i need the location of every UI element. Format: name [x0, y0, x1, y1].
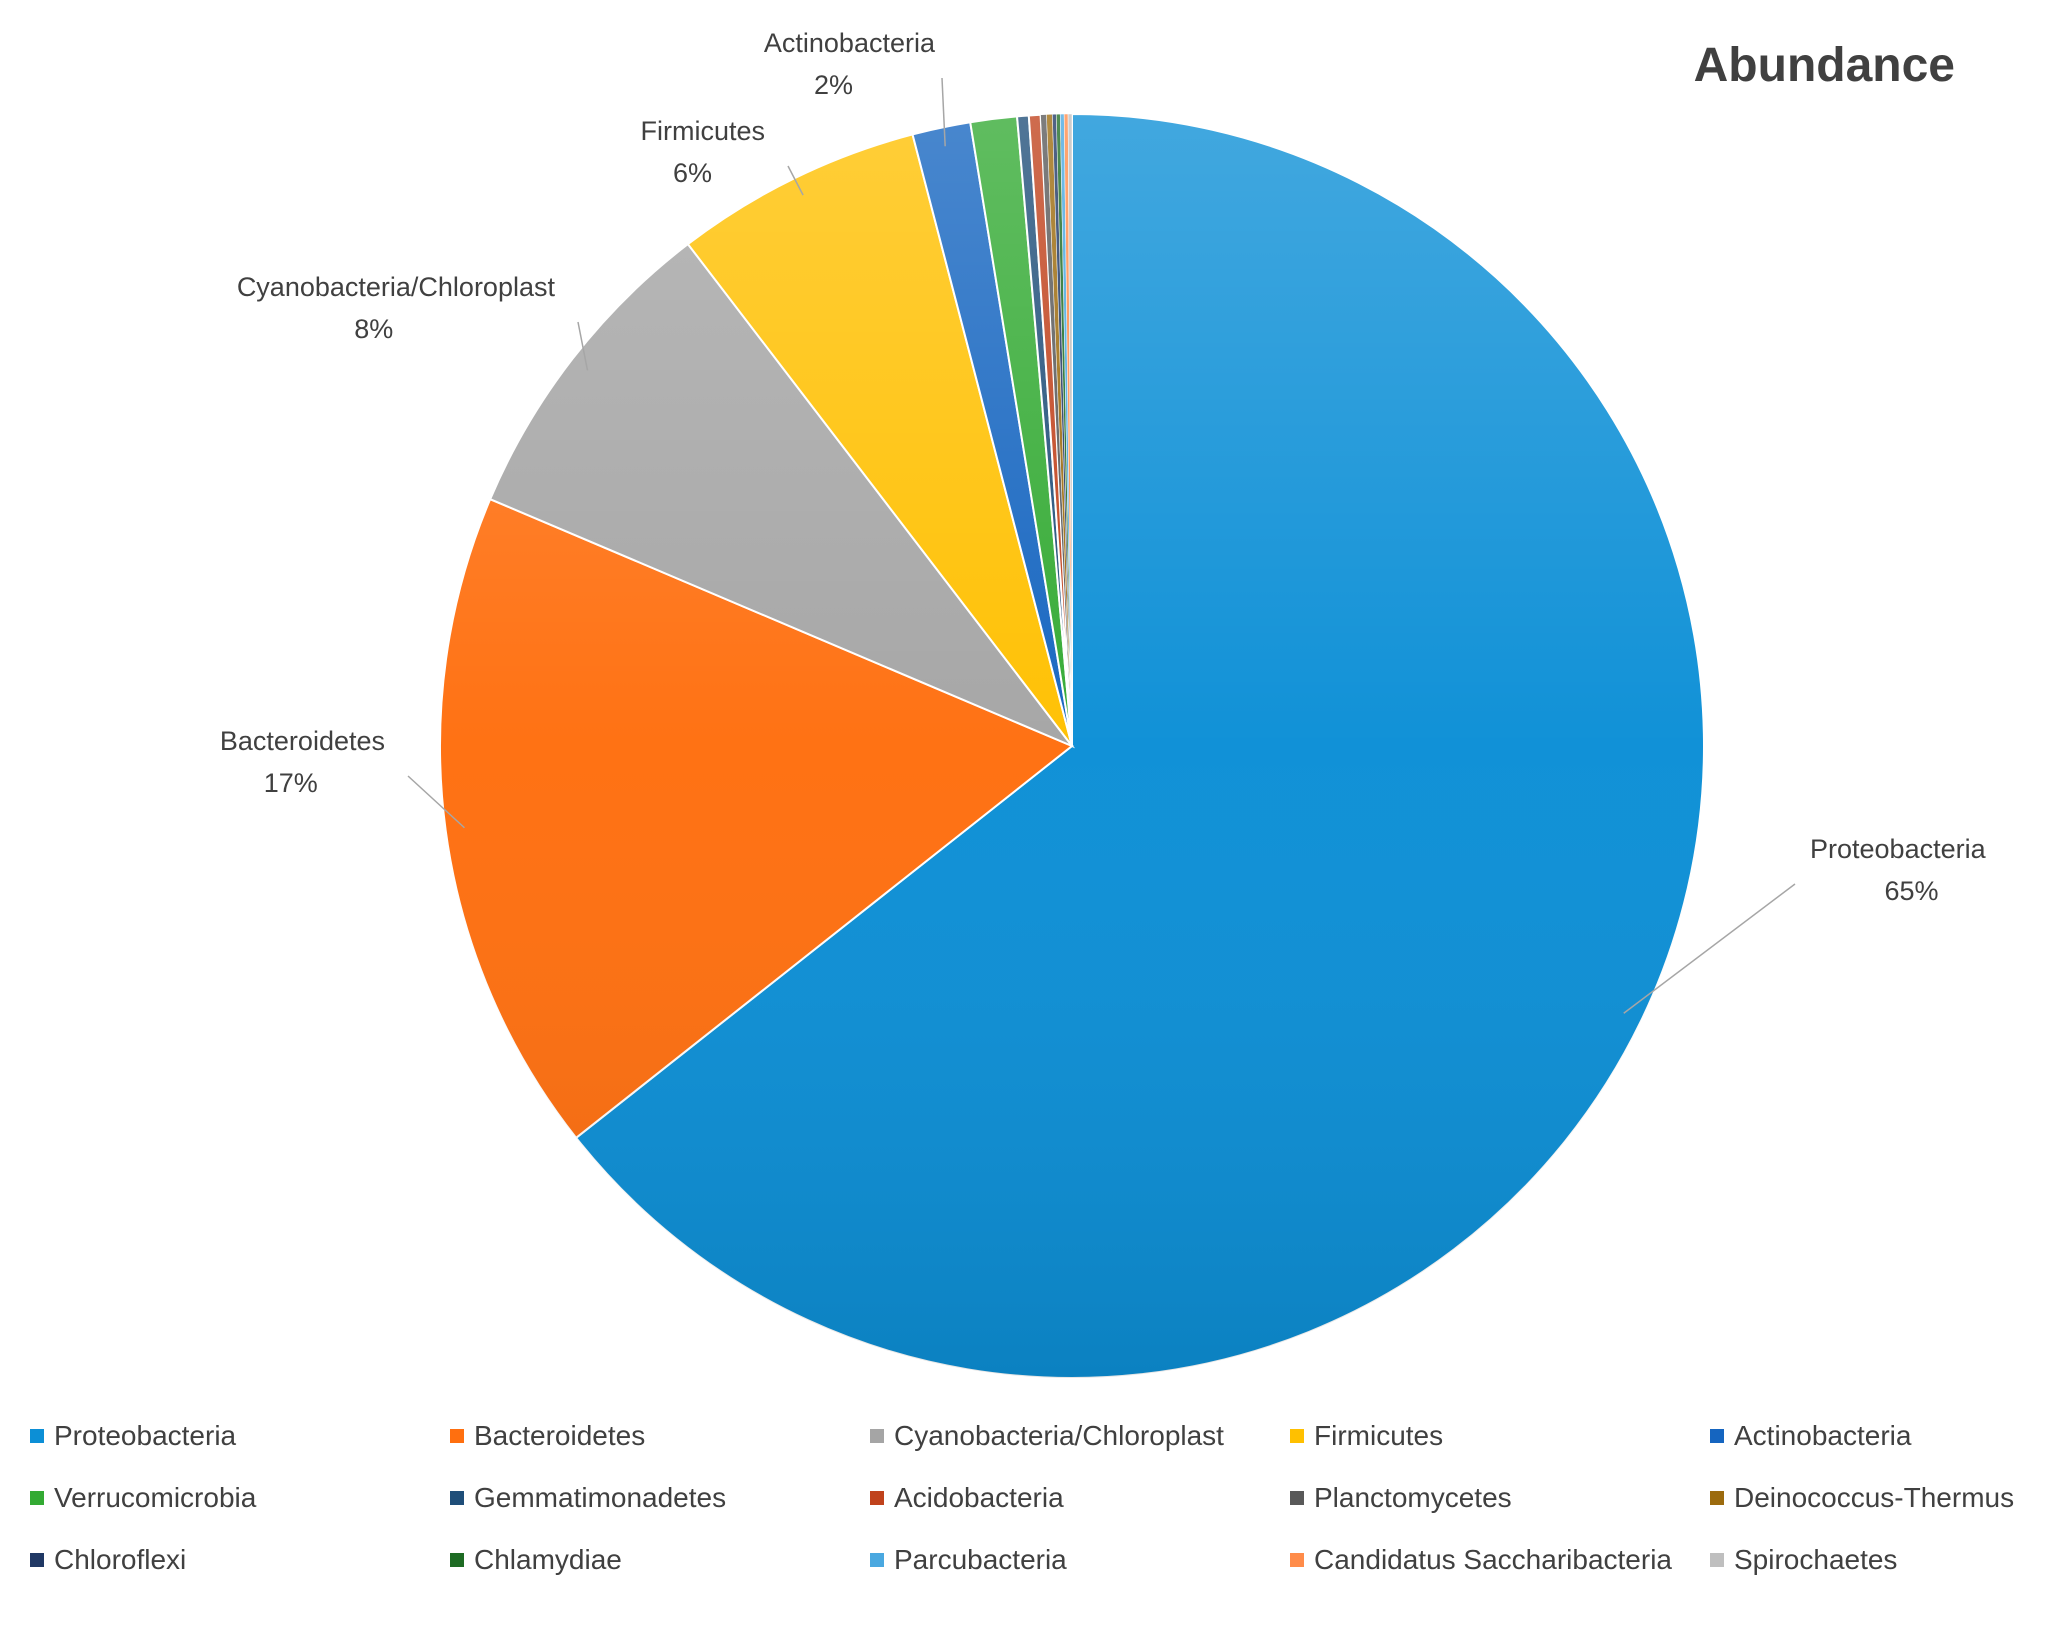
legend-label: Deinococcus-Thermus — [1734, 1482, 2015, 1513]
legend-item-actinobacteria: Actinobacteria — [1710, 1418, 2060, 1454]
legend-swatch — [870, 1429, 884, 1443]
data-labels: Proteobacteria 65% Bacteroidetes 17% Cyanoba… — [220, 28, 1987, 906]
chart-title: Abundance — [1693, 39, 1955, 92]
legend-label: Chlamydiae — [474, 1544, 622, 1575]
legend-item-proteobacteria: Proteobacteria — [30, 1418, 450, 1454]
data-label-value-firmicutes: 6% — [673, 158, 712, 188]
legend-swatch — [1290, 1429, 1304, 1443]
legend-item-firmicutes: Firmicutes — [1290, 1418, 1710, 1454]
data-label-name-cyanobacteria-chloroplast: Cyanobacteria/Chloroplast — [237, 272, 556, 302]
legend-swatch — [450, 1553, 464, 1567]
leader-lines — [407, 77, 1796, 1014]
legend-label: Gemmatimonadetes — [474, 1482, 727, 1513]
legend-item-gemmatimonadetes: Gemmatimonadetes — [450, 1480, 870, 1516]
legend-swatch — [1710, 1429, 1724, 1443]
legend-swatch — [30, 1429, 44, 1443]
legend-swatch — [1290, 1553, 1304, 1567]
legend-label: Verrucomicrobia — [54, 1482, 257, 1513]
leader-line-bacteroidetes — [407, 775, 465, 829]
legend-swatch — [450, 1429, 464, 1443]
data-label-name-actinobacteria: Actinobacteria — [764, 28, 936, 58]
legend-item-chloroflexi: Chloroflexi — [30, 1542, 450, 1578]
legend-swatch — [30, 1491, 44, 1505]
legend-swatch — [1710, 1491, 1724, 1505]
legend-label: Actinobacteria — [1734, 1420, 1912, 1451]
legend-swatch — [870, 1491, 884, 1505]
data-label-name-proteobacteria: Proteobacteria — [1810, 834, 1987, 864]
legend-item-deinococcus-thermus: Deinococcus-Thermus — [1710, 1480, 2060, 1516]
legend-label: Acidobacteria — [894, 1482, 1064, 1513]
legend-swatch — [1290, 1491, 1304, 1505]
data-label-value-proteobacteria: 65% — [1884, 876, 1938, 906]
legend-label: Proteobacteria — [54, 1420, 237, 1451]
leader-line-cyanobacteria-chloroplast — [577, 321, 589, 371]
legend-label: Bacteroidetes — [474, 1420, 646, 1451]
legend-item-cyanobacteria-chloroplast: Cyanobacteria/Chloroplast — [870, 1418, 1290, 1454]
legend-label: Parcubacteria — [894, 1544, 1067, 1575]
legend-label: Cyanobacteria/Chloroplast — [894, 1420, 1224, 1451]
legend-label: Firmicutes — [1314, 1420, 1444, 1451]
data-label-value-bacteroidetes: 17% — [264, 768, 318, 798]
data-label-name-firmicutes: Firmicutes — [640, 116, 765, 146]
legend-item-candidatus-saccharibacteria: Candidatus Saccharibacteria — [1290, 1542, 1710, 1578]
leader-line-proteobacteria — [1623, 883, 1796, 1014]
legend-swatch — [1710, 1553, 1724, 1567]
legend: Proteobacteria Bacteroidetes Cyanobacteria… — [30, 1418, 2060, 1578]
leader-line-actinobacteria — [941, 77, 946, 147]
legend-item-acidobacteria: Acidobacteria — [870, 1480, 1290, 1516]
legend-swatch — [450, 1491, 464, 1505]
legend-swatch — [30, 1553, 44, 1567]
legend-item-bacteroidetes: Bacteroidetes — [450, 1418, 870, 1454]
data-label-name-bacteroidetes: Bacteroidetes — [220, 726, 385, 756]
legend-swatch — [870, 1553, 884, 1567]
legend-label: Candidatus Saccharibacteria — [1314, 1544, 1672, 1575]
legend-label: Planctomycetes — [1314, 1482, 1512, 1513]
legend-label: Spirochaetes — [1734, 1544, 1898, 1575]
leader-line-firmicutes — [787, 165, 804, 196]
legend-item-planctomycetes: Planctomycetes — [1290, 1480, 1710, 1516]
pie-slices — [439, 112, 1705, 1379]
legend-item-chlamydiae: Chlamydiae — [450, 1542, 870, 1578]
legend-item-parcubacteria: Parcubacteria — [870, 1542, 1290, 1578]
data-label-value-actinobacteria: 2% — [814, 70, 853, 100]
legend-item-spirochaetes: Spirochaetes — [1710, 1542, 2060, 1578]
data-label-value-cyanobacteria-chloroplast: 8% — [354, 314, 393, 344]
legend-item-verrucomicrobia: Verrucomicrobia — [30, 1480, 450, 1516]
legend-label: Chloroflexi — [54, 1544, 187, 1575]
